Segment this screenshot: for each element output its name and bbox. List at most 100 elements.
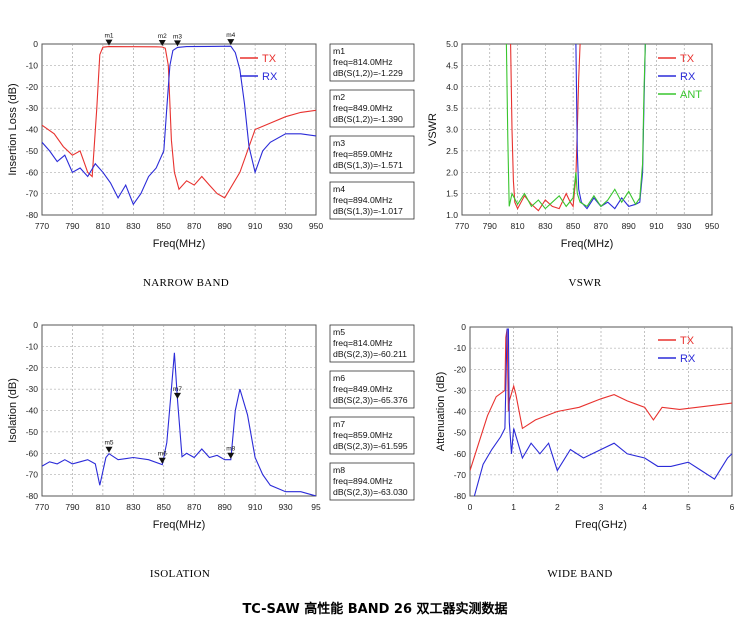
- vswr-x-tick-label: 950: [705, 221, 719, 231]
- isolation-x-tick-label: 870: [187, 502, 201, 512]
- isolation-chart: 770 790 810 830 850 870 890 910 930 950-10-20-30-…: [7, 320, 415, 531]
- narrow-y-tick-label: -30: [26, 103, 39, 113]
- narrow-series-tx: [42, 46, 316, 199]
- wide-x-axis-label: Freq(GHz): [575, 519, 627, 531]
- narrow-x-tick-label: 950: [309, 221, 323, 231]
- vswr-y-tick-label: 2.5: [446, 146, 458, 156]
- isolation-y-tick-label: -80: [26, 491, 39, 501]
- narrow-x-axis-label: Freq(MHz): [153, 238, 206, 250]
- isolation-marker-m5: [105, 446, 113, 453]
- narrow-marker-box: [329, 43, 415, 82]
- wide-band-caption: WIDE BAND: [547, 568, 613, 580]
- isolation-marker-m7: [173, 392, 181, 399]
- isolation-marker-readout: m6: [333, 373, 345, 383]
- isolation-marker-readout: dB(S(2,3))=-65.376: [333, 395, 408, 405]
- wide-x-tick-label: 4: [642, 502, 647, 512]
- narrow-marker-tag: m3: [173, 33, 182, 40]
- narrow-marker-box: [329, 181, 415, 220]
- vswr-y-tick-label: 2.0: [446, 167, 458, 177]
- narrow-y-tick-label: -20: [26, 82, 39, 92]
- isolation-marker-readout: freq=814.0MHz: [333, 338, 393, 348]
- narrow-y-tick-label: -10: [26, 60, 39, 70]
- isolation-series-s-2-3-: [42, 352, 316, 496]
- narrow-y-tick-label: -60: [26, 167, 39, 177]
- isolation-y-axis-label: Isolation (dB): [7, 378, 19, 443]
- wide-y-tick-label: -30: [454, 385, 467, 395]
- isolation-marker-box: [329, 462, 415, 501]
- wide-legend-label: RX: [680, 353, 696, 365]
- isolation-x-tick-label: 790: [65, 502, 79, 512]
- narrow-marker-m4: [227, 39, 235, 46]
- narrow-series-rx: [42, 45, 316, 206]
- wide-x-tick-label: 3: [599, 502, 604, 512]
- isolation-x-tick-label: 830: [126, 502, 140, 512]
- narrow-x-tick-label: 770: [35, 221, 49, 231]
- wide-y-axis-label: Attenuation (dB): [435, 372, 447, 452]
- isolation-marker-readout: m8: [333, 465, 345, 475]
- narrow-x-tick-label: 890: [218, 221, 232, 231]
- vswr-legend-label: TX: [680, 53, 695, 65]
- isolation-marker-readout: m5: [333, 327, 345, 337]
- wide-chart: 0 1 2 3 4 5 6 0 -10 -20 -30 -40 -50 -60 -70 -80 Freq(GHz…: [435, 322, 735, 531]
- wide-y-tick-label: -60: [454, 449, 467, 459]
- narrow-x-tick-label: 870: [187, 221, 201, 231]
- narrow-marker-m2: [158, 39, 166, 46]
- narrow-x-tick-label: 910: [248, 221, 262, 231]
- wide-x-tick-label: 5: [686, 502, 691, 512]
- narrow-x-tick-label: 850: [157, 221, 171, 231]
- isolation-x-tick-label: 810: [96, 502, 110, 512]
- isolation-y-tick-label: -20: [26, 363, 39, 373]
- vswr-x-tick-label: 830: [538, 221, 552, 231]
- wide-x-tick-label: 0: [468, 502, 473, 512]
- narrow-marker-readout: dB(S(1,2))=-1.390: [333, 114, 403, 124]
- isolation-marker-readout: dB(S(2,3))=-61.595: [333, 441, 408, 451]
- vswr-chart: 770 790 810 830 850 870 890 910 930 950 5.0 4.5 4.0 3…: [427, 39, 719, 250]
- narrow-x-tick-label: 830: [126, 221, 140, 231]
- isolation-marker-readout: dB(S(2,3))=-60.211: [333, 349, 407, 359]
- narrow-band-caption: NARROW BAND: [143, 277, 229, 289]
- vswr-x-tick-label: 770: [455, 221, 469, 231]
- vswr-y-tick-label: 4.0: [446, 82, 458, 92]
- narrow-x-tick-label: 790: [65, 221, 79, 231]
- wide-x-tick-label: 6: [730, 502, 735, 512]
- narrow-marker-tag: m2: [158, 33, 167, 40]
- isolation-y-tick-label: -60: [26, 448, 39, 458]
- isolation-marker-readout: freq=894.0MHz: [333, 476, 393, 486]
- wide-y-tick-label: -70: [454, 470, 467, 480]
- narrow-marker-box: [329, 135, 415, 174]
- isolation-y-tick-label: -40: [26, 406, 39, 416]
- vswr-x-tick-label: 850: [566, 221, 580, 231]
- vswr-x-axis-label: Freq(MHz): [561, 238, 614, 250]
- vswr-caption: VSWR: [568, 277, 602, 289]
- vswr-legend-label: RX: [680, 71, 696, 83]
- narrow-marker-readout: freq=859.0MHz: [333, 149, 393, 159]
- footer-title: TC-SAW 高性能 BAND 26 双工器实测数据: [242, 602, 508, 617]
- isolation-x-tick-label: 95: [311, 502, 321, 512]
- wide-x-tick-label: 1: [511, 502, 516, 512]
- wide-y-tick-label: -20: [454, 364, 467, 374]
- vswr-x-tick-label: 790: [483, 221, 497, 231]
- isolation-marker-m6: [158, 457, 166, 464]
- narrow-legend-label: RX: [262, 71, 278, 83]
- narrow-marker-readout: freq=849.0MHz: [333, 103, 393, 113]
- narrow-marker-m1: [105, 39, 113, 46]
- narrow-x-tick-label: 810: [96, 221, 110, 231]
- narrow-marker-m3: [173, 40, 181, 47]
- narrow-chart: 770 790 810 830 850 870 890 910 930 950 0 -10 -20 -30…: [7, 32, 415, 250]
- narrow-y-axis-label: Insertion Loss (dB): [7, 83, 19, 175]
- isolation-y-tick-label: -70: [26, 470, 39, 480]
- vswr-x-tick-label: 910: [649, 221, 663, 231]
- isolation-y-tick-label: -10: [26, 341, 39, 351]
- vswr-x-tick-label: 890: [622, 221, 636, 231]
- wide-y-tick-label: -80: [454, 491, 467, 501]
- isolation-x-tick-label: 930: [278, 502, 292, 512]
- narrow-marker-box: [329, 89, 415, 128]
- narrow-marker-tag: m1: [104, 33, 113, 40]
- narrow-marker-readout: dB(S(1,3))=-1.571: [333, 160, 403, 170]
- isolation-y-tick-label: -30: [26, 384, 39, 394]
- narrow-marker-tag: m4: [226, 32, 235, 39]
- wide-y-tick-label: -40: [454, 407, 467, 417]
- vswr-y-tick-label: 1.5: [446, 189, 458, 199]
- vswr-y-axis-label: VSWR: [427, 113, 439, 146]
